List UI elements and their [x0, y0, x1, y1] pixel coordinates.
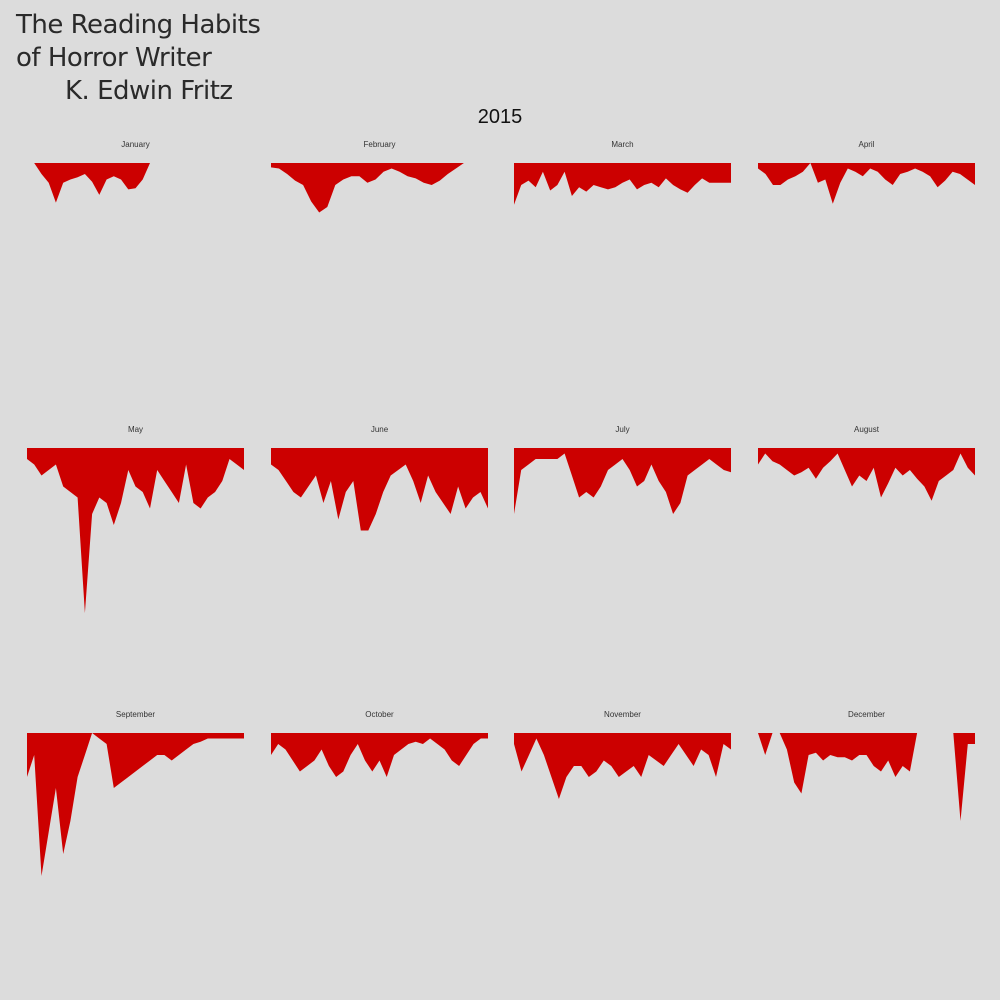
chart-title-line-3: K. Edwin Fritz [65, 76, 233, 106]
month-label: April [858, 140, 874, 149]
chart-title-line-2: of Horror Writer [16, 43, 212, 73]
area-series-july [514, 448, 731, 514]
area-series-march [514, 163, 731, 205]
area-series-january [27, 163, 244, 203]
month-label: July [615, 425, 629, 434]
month-label: December [848, 710, 885, 719]
month-panel-november: November [514, 710, 731, 799]
month-panel-december: December [758, 710, 975, 821]
area-series-april [758, 163, 975, 204]
month-label: January [121, 140, 149, 149]
area-series-october [271, 733, 488, 777]
month-label: June [371, 425, 389, 434]
month-panel-june: June [271, 425, 488, 531]
month-panel-january: January [27, 140, 244, 203]
area-series-may [27, 448, 244, 613]
year-label: 2015 [477, 106, 523, 128]
month-panel-may: May [27, 425, 244, 613]
area-series-november [514, 733, 731, 799]
area-series-september [27, 733, 244, 876]
month-panel-february: February [271, 140, 488, 213]
month-label: September [116, 710, 155, 719]
month-label: November [604, 710, 641, 719]
area-series-february [271, 163, 488, 213]
area-series-december [758, 733, 975, 821]
month-label: August [854, 425, 880, 434]
month-panel-july: July [514, 425, 731, 514]
chart-title-line-1: The Reading Habits [16, 10, 261, 40]
month-panel-april: April [758, 140, 975, 204]
month-label: May [128, 425, 143, 434]
month-label: October [365, 710, 394, 719]
month-panel-september: September [27, 710, 244, 876]
month-label: February [363, 140, 395, 149]
month-panel-august: August [758, 425, 975, 501]
area-series-august [758, 448, 975, 501]
month-panel-october: October [271, 710, 488, 777]
area-series-june [271, 448, 488, 531]
month-panel-march: March [514, 140, 731, 205]
month-label: March [611, 140, 633, 149]
